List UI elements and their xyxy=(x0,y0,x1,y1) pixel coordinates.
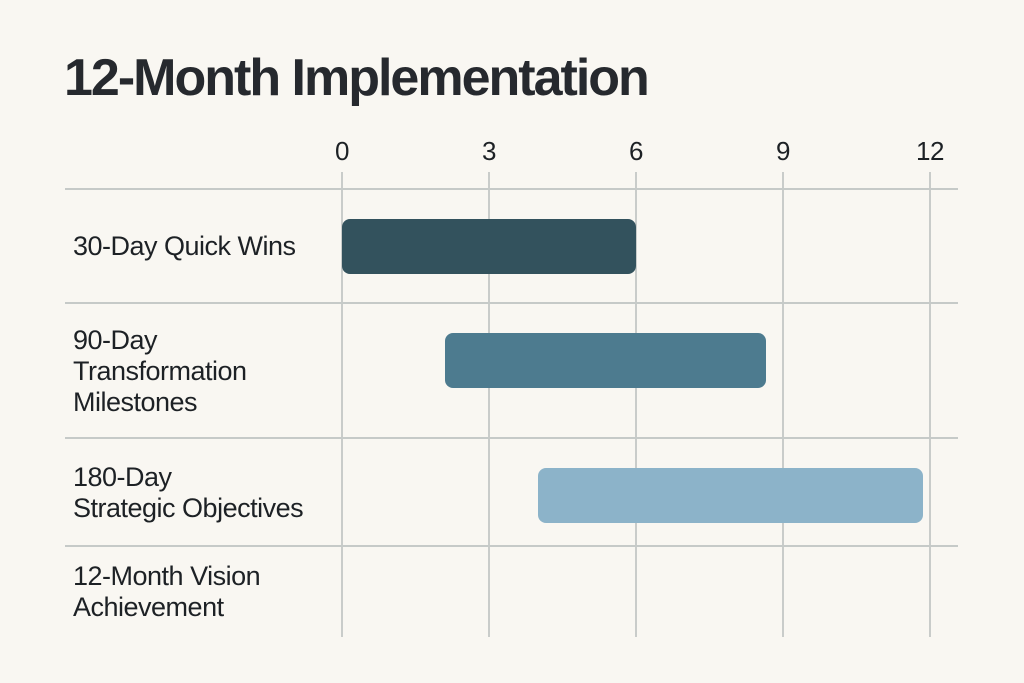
gantt-bar-0 xyxy=(342,219,636,274)
x-tick-9: 9 xyxy=(776,136,790,166)
row-label-30-day-quick-wins: 30-Day Quick Wins xyxy=(65,231,296,262)
vertical-gridlines xyxy=(341,172,931,637)
x-tick-12: 12 xyxy=(916,136,944,166)
gridline-6 xyxy=(635,172,637,637)
gridline-9 xyxy=(782,172,784,637)
x-tick-0: 0 xyxy=(335,136,349,166)
row-label-180-day-strategic-objectives: 180-Day Strategic Objectives xyxy=(65,461,304,524)
gridline-12 xyxy=(929,172,931,637)
gantt-bar-1 xyxy=(444,333,766,388)
row-label-12-month-vision-achievement: 12-Month Vision Achievement xyxy=(65,561,261,623)
x-tick-6: 6 xyxy=(629,136,643,166)
row-label-line: Milestones xyxy=(73,386,198,417)
row-label-line: Transformation xyxy=(73,355,247,386)
row-label-line: 30-Day Quick Wins xyxy=(73,230,296,261)
row-label-line: 180-Day xyxy=(73,461,172,492)
gantt-bar-2 xyxy=(538,468,923,523)
gridline-3 xyxy=(488,172,490,637)
row-label-90-day-transformation-milestones: 90-Day Transformation Milestones xyxy=(65,325,247,418)
x-tick-3: 3 xyxy=(482,136,496,166)
row-180-day-strategic-objectives: 180-Day Strategic Objectives xyxy=(65,437,958,546)
gridline-0 xyxy=(341,172,343,637)
row-12-month-vision-achievement: 12-Month Vision Achievement xyxy=(65,545,958,637)
x-axis: 0 3 6 9 12 xyxy=(335,136,944,172)
row-label-line: Achievement xyxy=(73,592,224,622)
row-label-line: 90-Day xyxy=(73,324,158,355)
row-label-line: Strategic Objectives xyxy=(73,492,304,523)
row-30-day-quick-wins: 30-Day Quick Wins xyxy=(65,188,958,302)
row-label-line: 12-Month Vision xyxy=(73,561,261,591)
row-90-day-transformation-milestones: 90-Day Transformation Milestones xyxy=(65,302,958,438)
chart-title: 12-Month Implementation xyxy=(64,49,650,107)
